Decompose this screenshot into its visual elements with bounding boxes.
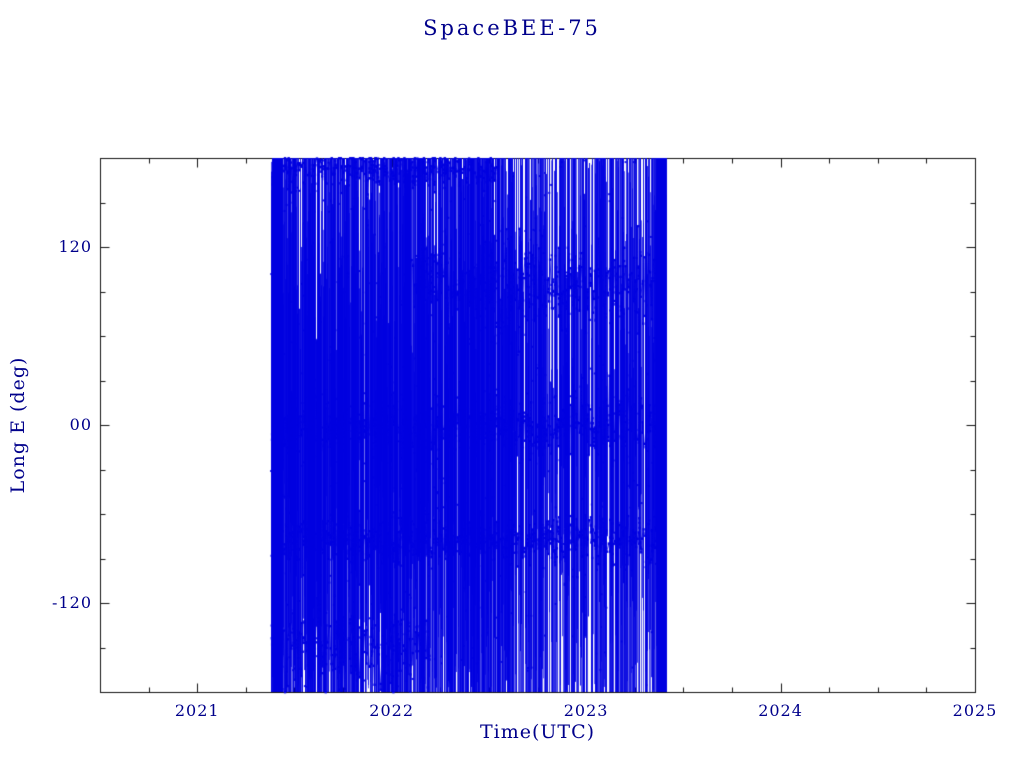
chart-title: SpaceBEE-75 xyxy=(423,16,601,40)
x-tick-label: 2023 xyxy=(563,701,609,720)
x-tick-label: 2022 xyxy=(369,701,415,720)
y-tick-label: 00 xyxy=(69,415,92,434)
y-tick-label: 120 xyxy=(58,237,92,256)
x-axis-label: Time(UTC) xyxy=(479,721,596,743)
y-axis-label: Long E (deg) xyxy=(7,356,29,494)
y-tick-label: -120 xyxy=(52,593,92,612)
x-tick-label: 2021 xyxy=(174,701,220,720)
x-tick-label: 2025 xyxy=(952,701,998,720)
x-tick-label: 2024 xyxy=(758,701,803,720)
